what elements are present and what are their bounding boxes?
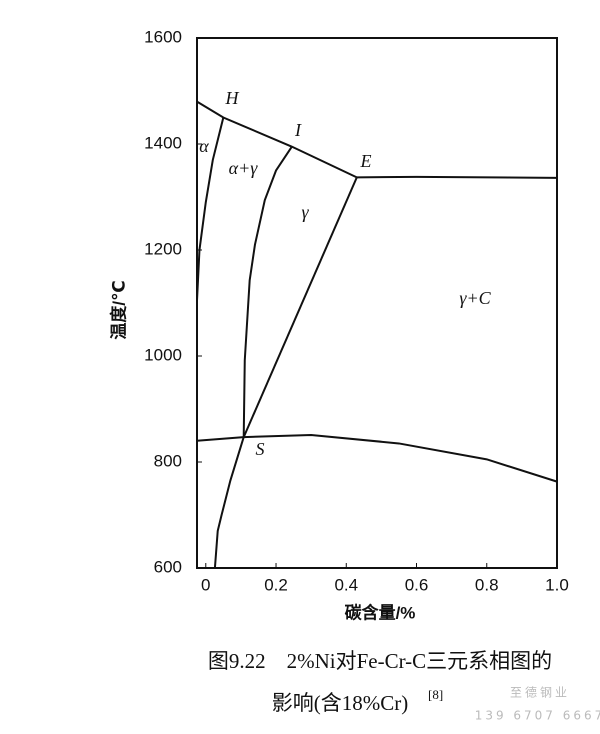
y-tick-label: 1000 xyxy=(144,345,182,364)
region-label: I xyxy=(294,120,302,140)
y-tick-label: 600 xyxy=(154,557,182,576)
phase-boundary xyxy=(242,146,293,438)
region-label: α+γ xyxy=(229,158,259,178)
x-tick-label: 0.4 xyxy=(334,575,358,594)
phase-boundary xyxy=(356,175,558,179)
x-tick-label: 0.2 xyxy=(264,575,288,594)
region-label: H xyxy=(225,88,240,108)
phase-boundary xyxy=(213,436,245,569)
watermark: 至德钢业 xyxy=(510,685,570,700)
x-tick-label: 0.8 xyxy=(475,575,499,594)
phase-boundary xyxy=(196,433,558,483)
plot-frame xyxy=(196,37,558,569)
region-label: E xyxy=(360,151,372,171)
x-tick-label: 0.6 xyxy=(405,575,429,594)
caption-line: 影响(含18%Cr) xyxy=(272,691,408,715)
y-tick-label: 800 xyxy=(154,451,182,470)
x-axis-label: 碳含量/% xyxy=(345,602,416,622)
caption-ref: [8] xyxy=(428,687,443,702)
region-label: γ xyxy=(301,202,309,222)
x-tick-label: 0 xyxy=(201,575,210,594)
y-tick-label: 1400 xyxy=(144,133,182,152)
phase-boundary xyxy=(242,176,358,438)
watermark: 139 6707 6667 xyxy=(475,709,600,723)
y-tick-label: 1200 xyxy=(144,239,182,258)
region-label: α xyxy=(199,136,209,156)
y-tick-label: 1600 xyxy=(144,27,182,46)
region-label: S xyxy=(256,439,265,459)
phase-boundary xyxy=(196,117,225,301)
x-tick-label: 1.0 xyxy=(545,575,569,594)
caption-line: 图9.22 2%Ni对Fe-Cr-C三元系相图的 xyxy=(208,649,552,673)
phase-boundary xyxy=(196,100,358,179)
y-axis-label: 温度/℃ xyxy=(108,280,128,339)
region-label: γ+C xyxy=(459,288,491,308)
